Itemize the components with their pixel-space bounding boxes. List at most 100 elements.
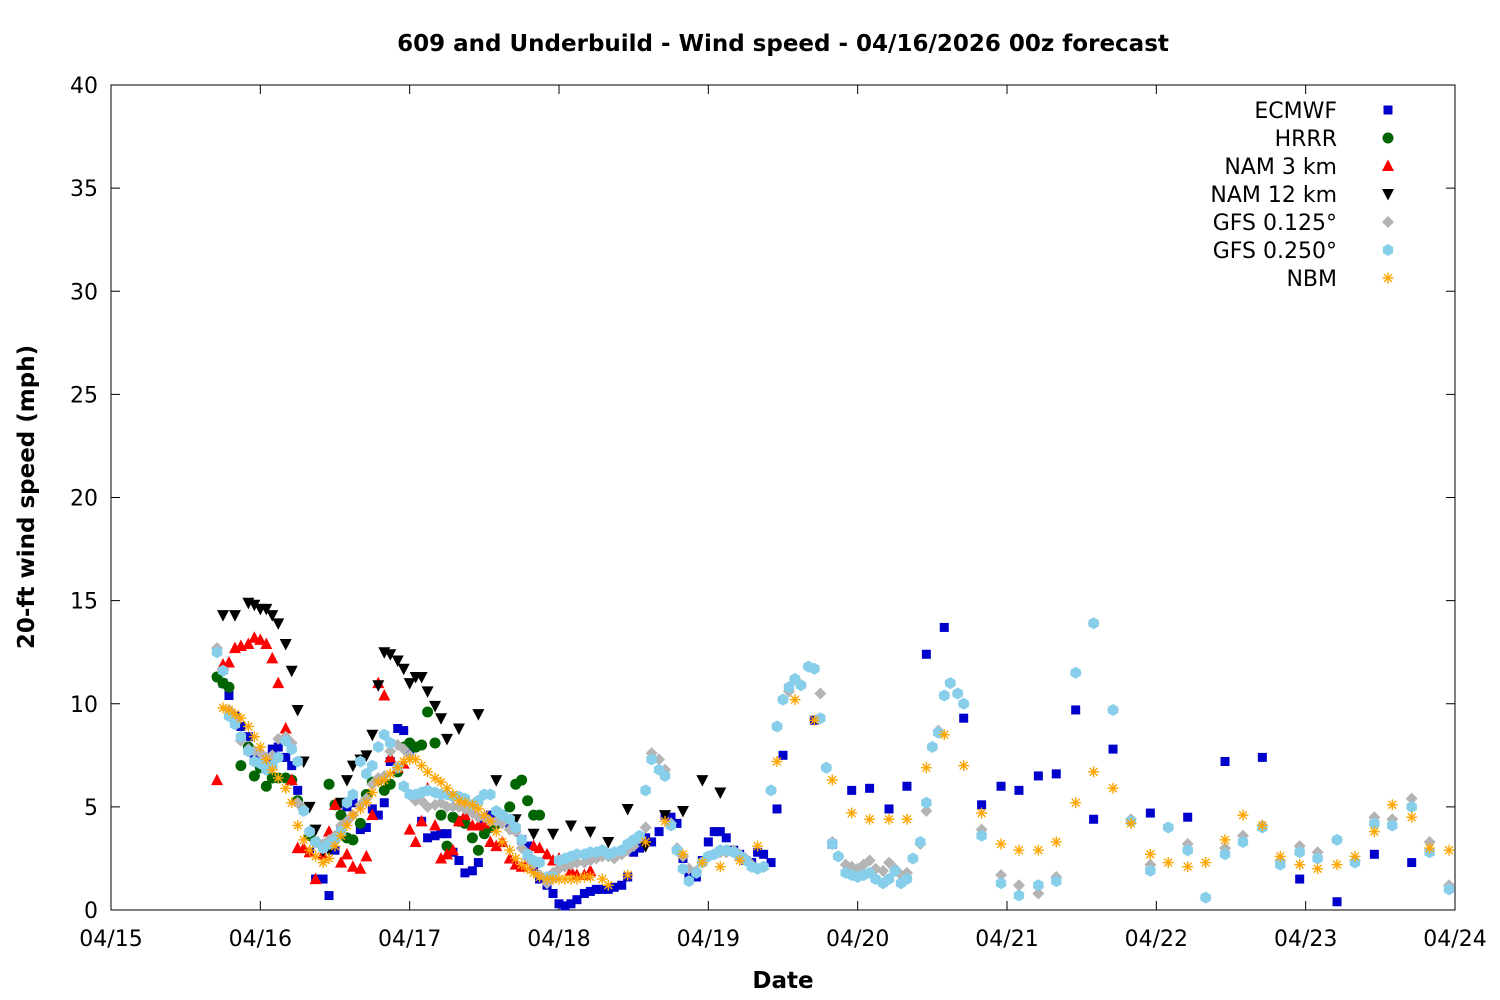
data-point [484,835,497,847]
data-point [254,741,266,753]
data-point [266,764,278,776]
data-point [423,833,433,843]
data-point [996,781,1006,791]
data-point [1144,848,1156,860]
data-point [467,866,477,876]
data-point [629,847,639,857]
data-point [1200,857,1212,869]
data-point [1145,808,1155,818]
data-point [1406,800,1417,813]
data-point [883,813,895,825]
y-tick-label: 10 [70,693,98,718]
data-point [317,857,329,869]
data-point [223,704,235,716]
data-point [1256,819,1268,831]
data-point [1407,858,1417,868]
data-point [1369,849,1379,859]
data-point [527,828,540,841]
data-point [659,769,671,782]
data-point [211,773,224,786]
data-point [378,689,391,701]
data-point [795,679,807,692]
legend-entry-label: GFS 0.250° [1213,239,1337,264]
data-point [260,780,272,792]
x-tick-label: 04/20 [826,927,889,952]
y-tick-label: 25 [70,383,98,408]
legend-entry-label: HRRR [1275,127,1337,152]
data-point [280,782,292,794]
legend-marker [1382,159,1394,171]
data-point [1108,744,1118,754]
data-point [920,762,932,774]
data-point [560,901,570,911]
data-point [310,850,322,862]
data-point [1163,821,1174,834]
x-tick-label: 04/19 [677,927,740,952]
data-point [452,723,465,735]
data-point [753,847,763,857]
legend-marker [1382,216,1394,228]
data-point [260,637,273,649]
data-point [714,861,726,873]
data-point [454,856,464,865]
data-point [422,706,434,718]
data-point [460,868,470,878]
data-point [397,663,410,676]
data-point [490,826,502,838]
data-point [1294,859,1306,871]
data-point [541,847,554,860]
data-point [285,773,298,786]
data-point [921,796,932,809]
y-tick-label: 35 [70,177,98,202]
data-point [384,649,397,661]
data-point [846,807,858,819]
data-point [602,879,614,891]
data-point [340,847,353,860]
legend-entry-label: NAM 12 km [1210,183,1337,208]
legend-entry-label: NBM [1286,267,1337,292]
data-point [547,828,560,841]
data-point [939,689,950,702]
data-point [617,880,627,890]
data-point [1033,879,1044,892]
data-point [777,693,789,706]
data-point [248,599,261,612]
data-point [1182,861,1194,873]
data-point [1070,666,1081,679]
data-point [354,862,367,874]
data-point [640,784,651,797]
chart-title: 609 and Underbuild - Wind speed - 04/16/… [397,31,1169,57]
data-point [298,834,310,846]
data-point [814,687,827,700]
data-point [324,891,334,901]
data-point [310,835,321,848]
data-point [504,813,515,826]
data-point [995,838,1007,850]
data-point [485,810,495,820]
data-point [1275,858,1286,871]
data-point [621,803,634,816]
data-point [441,847,453,860]
data-point [995,877,1007,890]
data-point [329,798,341,810]
data-point [759,849,769,859]
data-point [554,899,564,909]
data-point [865,783,875,793]
data-point [235,760,247,772]
data-point [1200,891,1211,904]
data-point [384,745,397,758]
data-point [815,712,826,725]
data-point [341,796,353,809]
data-point [366,729,379,742]
data-point [584,826,597,839]
data-point [833,850,844,863]
data-point [361,823,371,832]
data-point [298,805,309,817]
data-point [409,835,422,847]
data-point [286,743,297,756]
x-tick-label: 04/22 [1125,927,1188,952]
data-point [510,821,521,834]
data-point [318,874,328,884]
data-point [714,787,727,799]
data-point [1071,705,1081,715]
